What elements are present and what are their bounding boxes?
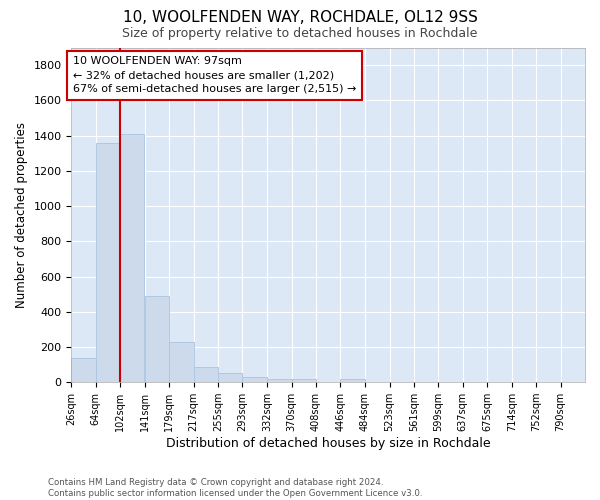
- Text: Size of property relative to detached houses in Rochdale: Size of property relative to detached ho…: [122, 28, 478, 40]
- Bar: [340, 378, 365, 382]
- Bar: [71, 358, 96, 382]
- Bar: [169, 342, 194, 382]
- Bar: [96, 142, 120, 382]
- Bar: [145, 296, 169, 382]
- Y-axis label: Number of detached properties: Number of detached properties: [15, 122, 28, 308]
- Bar: [292, 378, 316, 382]
- Text: Contains HM Land Registry data © Crown copyright and database right 2024.
Contai: Contains HM Land Registry data © Crown c…: [48, 478, 422, 498]
- Bar: [268, 378, 292, 382]
- Text: 10, WOOLFENDEN WAY, ROCHDALE, OL12 9SS: 10, WOOLFENDEN WAY, ROCHDALE, OL12 9SS: [122, 10, 478, 25]
- X-axis label: Distribution of detached houses by size in Rochdale: Distribution of detached houses by size …: [166, 437, 491, 450]
- Text: 10 WOOLFENDEN WAY: 97sqm
← 32% of detached houses are smaller (1,202)
67% of sem: 10 WOOLFENDEN WAY: 97sqm ← 32% of detach…: [73, 56, 356, 94]
- Bar: [120, 134, 145, 382]
- Bar: [194, 367, 218, 382]
- Bar: [218, 374, 242, 382]
- Bar: [242, 377, 267, 382]
